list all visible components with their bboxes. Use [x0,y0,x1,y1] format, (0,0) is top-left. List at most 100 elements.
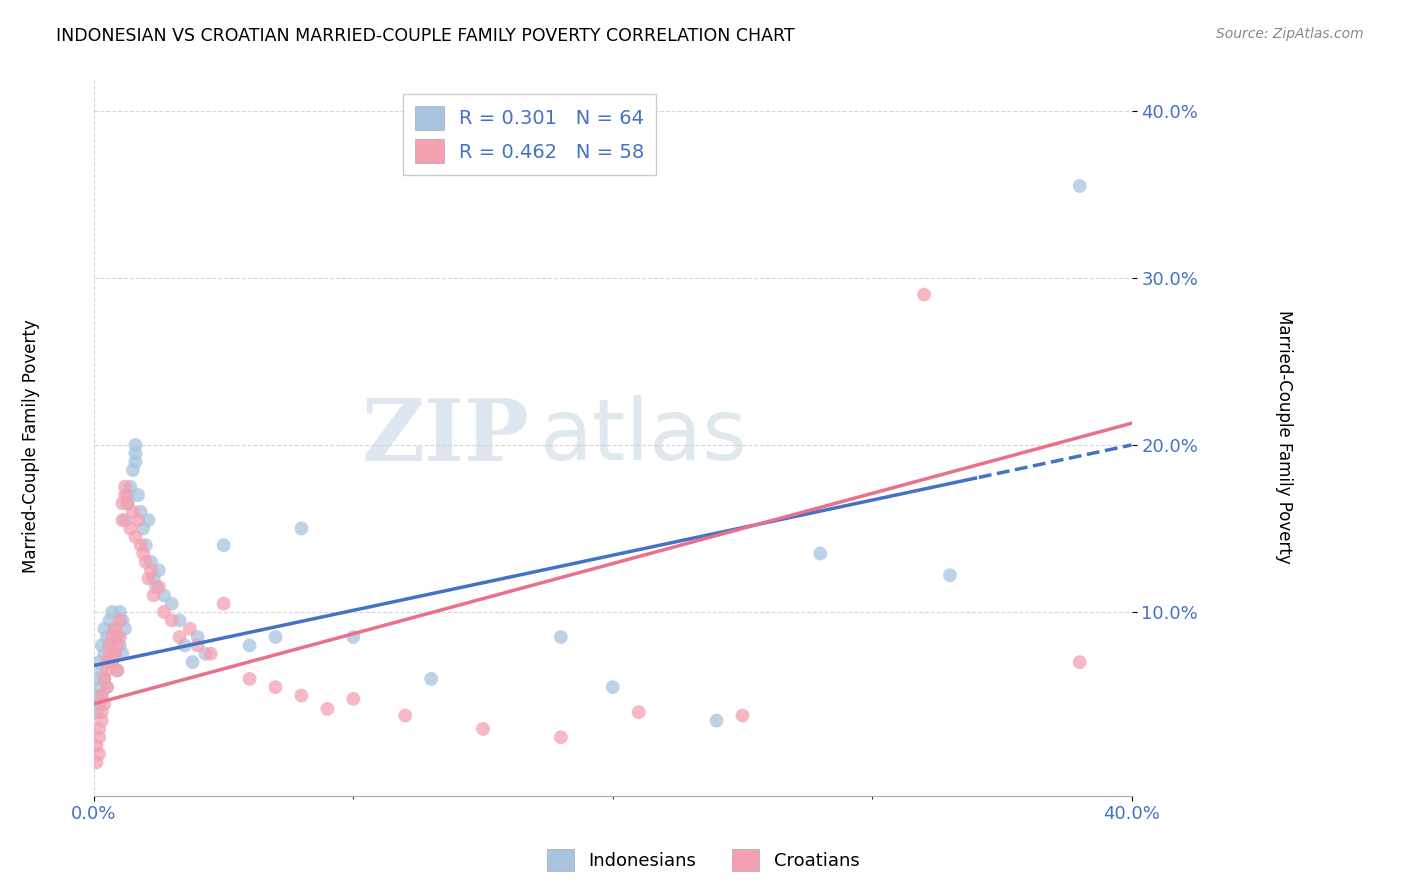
Point [148,580,170,594]
Point [114,622,136,636]
Point [627,705,650,719]
Point [181,655,204,669]
Point [98,639,121,653]
Point [169,613,191,627]
Point [101,630,124,644]
Point [132,521,155,535]
Point [114,480,136,494]
Point [264,630,287,644]
Point [87,731,110,745]
Point [101,655,124,669]
Point [139,555,162,569]
Point [86,705,108,719]
Point [93,672,115,686]
Point [153,588,176,602]
Point [120,521,142,535]
Point [808,547,831,561]
Point [90,714,112,728]
Point [127,513,149,527]
Point [101,655,124,669]
Point [108,639,131,653]
Point [93,672,115,686]
Point [86,756,108,770]
Point [108,613,131,627]
Point [129,505,152,519]
Legend: R = 0.301   N = 64, R = 0.462   N = 58: R = 0.301 N = 64, R = 0.462 N = 58 [404,95,657,175]
Point [142,588,165,602]
Point [138,572,160,586]
Point [86,672,108,686]
Point [129,538,152,552]
Point [153,605,176,619]
Point [98,639,121,653]
Point [124,530,146,544]
Point [239,639,262,653]
Point [105,664,128,678]
Point [290,521,312,535]
Point [114,513,136,527]
Point [550,731,572,745]
Point [132,547,155,561]
Point [138,513,160,527]
Point [706,714,728,728]
Point [93,622,115,636]
Point [104,647,127,661]
Point [87,747,110,761]
Point [93,697,115,711]
Point [127,488,149,502]
Point [117,488,139,502]
Point [912,287,935,301]
Point [731,708,754,723]
Point [124,455,146,469]
Point [1069,655,1091,669]
Point [117,496,139,510]
Point [194,647,217,661]
Point [108,630,131,644]
Point [239,672,262,686]
Point [1069,179,1091,194]
Point [96,630,118,644]
Point [87,697,110,711]
Point [104,622,127,636]
Point [86,689,108,703]
Point [145,580,167,594]
Point [602,680,624,694]
Point [173,639,195,653]
Point [90,664,112,678]
Point [342,691,364,706]
Point [212,538,235,552]
Point [96,664,118,678]
Point [550,630,572,644]
Point [98,613,121,627]
Text: INDONESIAN VS CROATIAN MARRIED-COUPLE FAMILY POVERTY CORRELATION CHART: INDONESIAN VS CROATIAN MARRIED-COUPLE FA… [56,27,794,45]
Point [187,630,209,644]
Point [90,705,112,719]
Point [160,597,183,611]
Point [169,630,191,644]
Point [139,563,162,577]
Legend: Indonesians, Croatians: Indonesians, Croatians [540,842,866,879]
Point [86,739,108,753]
Y-axis label: Married-Couple Family Poverty: Married-Couple Family Poverty [1275,310,1292,564]
Point [105,639,128,653]
Point [98,647,121,661]
Point [87,722,110,736]
Point [104,622,127,636]
Point [200,647,222,661]
Text: ZIP: ZIP [361,394,530,479]
Point [939,568,962,582]
Point [101,605,124,619]
Point [160,613,183,627]
Point [290,689,312,703]
Point [96,680,118,694]
Text: atlas: atlas [540,395,748,478]
Point [114,488,136,502]
Point [120,480,142,494]
Point [117,496,139,510]
Point [105,664,128,678]
Point [111,496,134,510]
Point [96,655,118,669]
Point [148,563,170,577]
Point [179,622,201,636]
Point [316,702,339,716]
